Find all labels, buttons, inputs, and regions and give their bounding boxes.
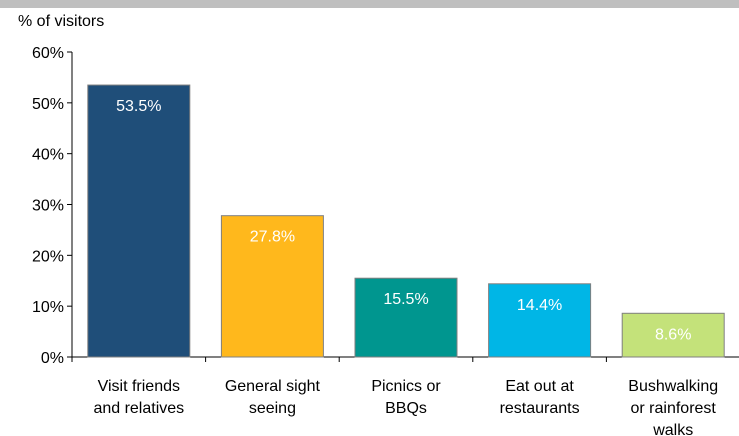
bar-value-label: 15.5% — [383, 291, 428, 308]
category-label: Eat out at restaurants — [500, 378, 580, 417]
bar-value-label: 53.5% — [116, 98, 161, 115]
y-tick-label: 10% — [32, 299, 64, 316]
category-label: General sight seeing — [225, 378, 321, 417]
bar — [220, 215, 324, 358]
bar-value-label: 14.4% — [517, 297, 562, 314]
category-labels: Visit friends and relatives General sight s… — [93, 378, 718, 436]
category-label: Visit friends and relatives — [93, 378, 184, 417]
y-tick-label: 20% — [32, 248, 64, 265]
data-labels: 53.5% 27.8% 15.5% 14.4% 8.6% — [116, 98, 691, 343]
y-tick-label: 30% — [32, 198, 64, 215]
chart-bars — [87, 84, 725, 358]
y-axis-ticks: 0% 10% 20% 30% 40% 50% 60% — [32, 45, 72, 367]
y-tick-label: 60% — [32, 45, 64, 62]
y-tick-label: 50% — [32, 96, 64, 113]
y-axis-title: % of visitors — [18, 13, 105, 30]
top-divider-bar — [0, 0, 739, 8]
bar — [354, 277, 458, 358]
bar-value-label: 27.8% — [250, 229, 295, 246]
y-tick-label: 40% — [32, 147, 64, 164]
bar — [488, 283, 592, 358]
y-tick-label: 0% — [41, 350, 64, 367]
bar — [87, 84, 191, 358]
category-label: Picnics or BBQs — [371, 378, 441, 417]
bar-value-label: 8.6% — [655, 326, 691, 343]
bar — [621, 312, 725, 358]
category-label: Bushwalking or rainforest walks — [628, 378, 718, 436]
